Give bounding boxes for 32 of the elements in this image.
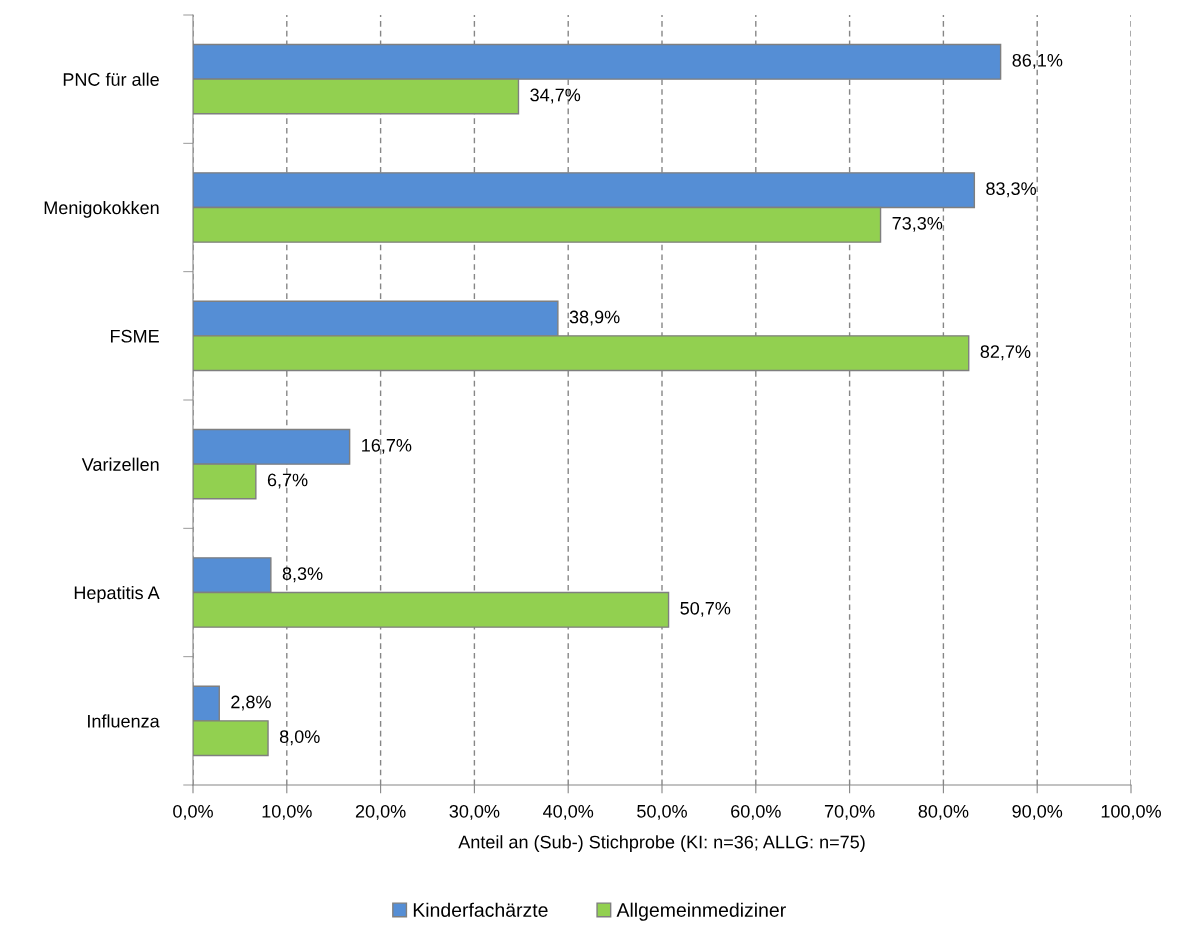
data-label: 34,7% <box>530 88 581 104</box>
data-label: 83,3% <box>986 182 1037 198</box>
x-tick-label: 40,0% <box>543 804 594 820</box>
x-tick-label: 0,0% <box>173 804 213 820</box>
x-tick-label: 60,0% <box>731 804 781 820</box>
data-label: 86,1% <box>1012 53 1063 69</box>
data-label: 2,8% <box>231 695 271 711</box>
data-label: 73,3% <box>892 216 943 232</box>
data-label: 82,7% <box>980 345 1031 361</box>
data-label: 38,9% <box>569 310 620 326</box>
y-tick-label: FSME <box>110 329 159 343</box>
x-tick-label: 30,0% <box>449 804 500 820</box>
x-tick-label: 20,0% <box>355 804 406 820</box>
data-label: 50,7% <box>680 601 731 617</box>
x-tick-label: 100,0% <box>1101 804 1161 820</box>
x-tick-label: 50,0% <box>637 804 687 820</box>
x-tick-label: 70,0% <box>824 804 875 820</box>
data-label: 16,7% <box>362 438 412 454</box>
legend-label: Allgemeinmediziner <box>616 902 786 921</box>
x-tick-label: 90,0% <box>1012 804 1063 820</box>
x-axis-title: Anteil an (Sub-) Stichprobe (KI: n=36; ALLG: n=75) <box>458 835 865 852</box>
x-tick-label: 80,0% <box>918 804 969 820</box>
x-tick-label: 10,0% <box>262 804 312 820</box>
y-tick-label: Hepatitis A <box>74 585 160 603</box>
y-tick-label: Influenza <box>88 714 160 728</box>
data-label: 8,0% <box>279 730 320 746</box>
legend-label: Kinderfachärzte <box>413 902 548 917</box>
data-label: 6,7% <box>267 473 308 489</box>
y-tick-label: PNC für alle <box>63 72 159 86</box>
y-tick-label: Menigokokken <box>44 200 159 218</box>
y-tick-label: Varizellen <box>81 457 159 471</box>
data-label: 8,3% <box>282 567 323 583</box>
